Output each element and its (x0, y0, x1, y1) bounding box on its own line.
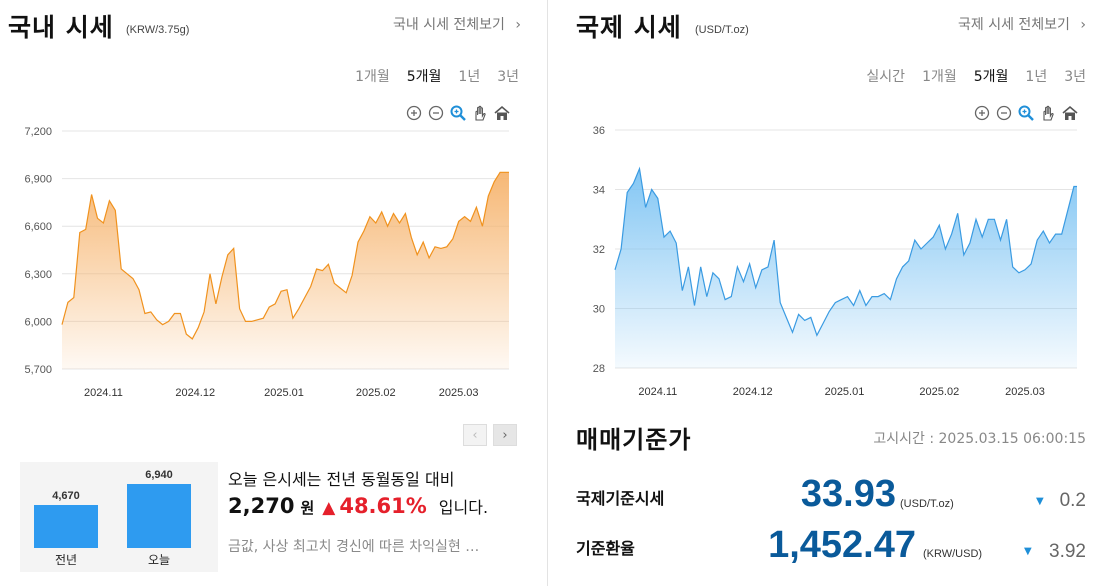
intl-standard-change: 0.2 (1059, 490, 1086, 511)
international-period-tabs: 실시간 1개월 5개월 1년 3년 (849, 66, 1086, 86)
international-period-tab[interactable]: 실시간 (866, 69, 906, 85)
hand-pan-icon[interactable] (1039, 104, 1057, 122)
international-view-all-label: 국제 시세 전체보기 (957, 17, 1070, 33)
chevron-right-icon: › (1080, 17, 1086, 33)
zoom-in-icon[interactable] (405, 104, 423, 122)
diff-percent: 48.61% (339, 494, 427, 518)
y-tick-label: 6,600 (24, 221, 52, 233)
summary-diff: 2,270 원 ▲ 48.61% 입니다. (228, 494, 488, 518)
bar-value-prev-year: 4,670 (52, 489, 80, 502)
domestic-price-chart: 7,200 6,900 6,600 6,300 6,000 5,700 2024.11 202… (24, 126, 509, 399)
y-tick-label: 28 (593, 363, 605, 375)
down-arrow-icon: ▼ (1036, 496, 1044, 507)
zoom-in-icon[interactable] (973, 104, 991, 122)
international-period-tab[interactable]: 3년 (1064, 69, 1086, 85)
magnifier-icon[interactable] (1017, 104, 1035, 122)
bar-label-prev-year: 전년 (54, 553, 78, 567)
domestic-period-tabs: 1개월 5개월 1년 3년 (338, 66, 519, 86)
international-period-tab[interactable]: 1년 (1025, 69, 1048, 85)
bar-value-today: 6,940 (145, 469, 173, 481)
panel-divider (547, 0, 548, 586)
y-tick-label: 6,900 (24, 174, 52, 186)
up-arrow-icon: ▲ (322, 498, 336, 518)
x-tick-label: 2024.12 (733, 386, 773, 398)
price-line (614, 166, 1077, 337)
y-tick-label: 7,200 (24, 126, 52, 138)
x-tick-label: 2025.03 (1005, 386, 1045, 398)
bar-prev-year (34, 504, 98, 548)
domestic-view-all-link[interactable]: 국내 시세 전체보기 › (393, 14, 521, 34)
international-title: 국제 시세 (576, 13, 682, 42)
domestic-view-all-label: 국내 시세 전체보기 (392, 17, 505, 33)
x-tick-label: 2025.01 (825, 386, 865, 398)
pager-prev-button[interactable]: ‹ (463, 424, 487, 446)
bar-today (127, 484, 191, 548)
price-area (62, 172, 509, 369)
home-icon[interactable] (493, 104, 511, 122)
international-unit: (USD/T.oz) (695, 24, 749, 36)
exchange-rate-unit: (KRW/USD) (923, 548, 983, 560)
international-period-tab[interactable]: 1개월 (922, 69, 957, 85)
x-tick-label: 2025.02 (356, 387, 396, 399)
international-period-tab[interactable]: 5개월 (973, 69, 1009, 85)
magnifier-icon[interactable] (449, 104, 467, 122)
y-tick-label: 6,300 (24, 269, 52, 281)
y-tick-label: 6,000 (24, 316, 52, 328)
domestic-period-tab[interactable]: 5개월 (406, 69, 442, 85)
domestic-panel: 국내 시세 (KRW/3.75g) 국내 시세 전체보기 › 1개월 5개월 1년 3… (8, 13, 521, 572)
domestic-period-tab[interactable]: 1개월 (355, 69, 390, 85)
summary-text: 오늘 은시세는 전년 동월동일 대비 (228, 470, 455, 489)
x-tick-label: 2024.11 (638, 386, 677, 398)
domestic-period-tab[interactable]: 1년 (458, 69, 481, 85)
intl-standard-value: 33.93 (800, 473, 896, 515)
price-area (615, 168, 1077, 368)
standard-price-title: 매매기준가 (576, 426, 692, 454)
zoom-out-icon[interactable] (995, 104, 1013, 122)
y-tick-label: 30 (593, 304, 605, 316)
y-tick-label: 34 (593, 185, 605, 197)
y-tick-label: 36 (593, 125, 605, 137)
price-line (61, 171, 509, 340)
y-tick-label: 5,700 (24, 364, 52, 376)
diff-unit: 원 (300, 499, 315, 517)
exchange-rate-label: 기준환율 (576, 539, 635, 558)
exchange-rate-change: 3.92 (1049, 541, 1086, 562)
x-tick-label: 2024.11 (84, 387, 123, 399)
x-tick-label: 2024.12 (175, 387, 215, 399)
international-view-all-link[interactable]: 국제 시세 전체보기 › (958, 14, 1086, 34)
international-chart-toolbar (973, 104, 1079, 122)
domestic-unit: (KRW/3.75g) (126, 24, 190, 36)
exchange-rate-value: 1,452.47 (768, 524, 916, 566)
diff-amount: 2,270 (228, 494, 295, 518)
y-tick-label: 32 (593, 244, 605, 256)
x-tick-label: 2025.01 (264, 387, 304, 399)
intl-standard-unit: (USD/T.oz) (900, 498, 954, 510)
x-tick-label: 2025.02 (919, 386, 959, 398)
notice-time: 고시시간 : 2025.03.15 06:00:15 (873, 431, 1086, 447)
diff-suffix: 입니다. (438, 498, 489, 517)
intl-standard-label: 국제기준시세 (576, 489, 665, 508)
chevron-right-icon: › (515, 17, 521, 33)
bar-label-today: 오늘 (147, 553, 171, 567)
hand-pan-icon[interactable] (471, 104, 489, 122)
chart-pager: ‹ › (463, 424, 517, 446)
down-arrow-icon: ▼ (1024, 546, 1032, 557)
home-icon[interactable] (1061, 104, 1079, 122)
domestic-chart-toolbar (405, 104, 511, 122)
news-headline-link[interactable]: 금값, 사상 최고치 경신에 따른 차익실현 … (228, 539, 480, 555)
x-tick-label: 2025.03 (439, 387, 479, 399)
international-panel: 국제 시세 (USD/T.oz) 국제 시세 전체보기 › 실시간 1개월 5개월 1… (548, 0, 1094, 586)
year-compare-chart: 4,670 6,940 전년 오늘 (20, 462, 218, 572)
zoom-out-icon[interactable] (427, 104, 445, 122)
domestic-period-tab[interactable]: 3년 (497, 69, 519, 85)
international-price-chart: 36 34 32 30 28 2024.11 2024.12 2025.01 2025.02 20… (593, 125, 1077, 398)
domestic-title: 국내 시세 (8, 13, 114, 42)
pager-next-button[interactable]: › (493, 424, 517, 446)
